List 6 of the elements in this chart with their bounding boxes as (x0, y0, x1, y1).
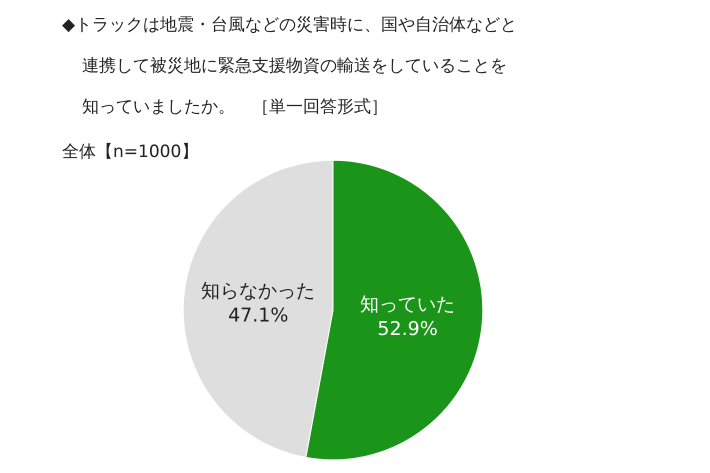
data-label: 52.9% (377, 318, 438, 340)
slice-label: 知らなかった (201, 280, 316, 302)
chart-title: ◆トラックは地震・台風などの災害時に、国や自治体などと連携して被災地に緊急支援物資の輸送をしていることを知っていましたか。 ［単一回答形式］ (62, 15, 518, 117)
chart-subtitle: 全体【n=1000】 (62, 142, 198, 162)
slice-label: 知っていた (360, 294, 456, 316)
data-label: 47.1% (228, 304, 288, 327)
